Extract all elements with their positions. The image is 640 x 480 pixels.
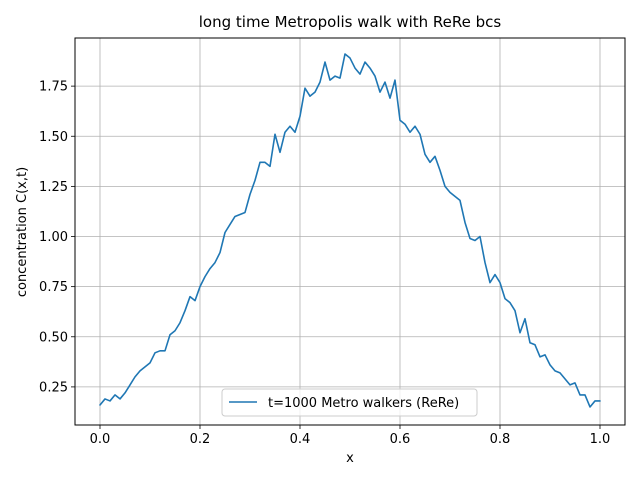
x-tick-label: 1.0 xyxy=(590,432,611,447)
x-tick-label: 0.2 xyxy=(190,432,211,447)
legend-label: t=1000 Metro walkers (ReRe) xyxy=(268,396,459,411)
y-axis-label: concentration C(x,t) xyxy=(15,167,30,297)
y-axis-ticks: 0.25 0.50 0.75 1.00 1.25 1.50 1.75 xyxy=(39,80,75,395)
y-tick-label: 1.00 xyxy=(39,230,68,245)
legend-box xyxy=(221,388,478,417)
y-tick-label: 0.25 xyxy=(39,380,68,395)
y-tick-label: 1.75 xyxy=(39,80,68,95)
y-tick-label: 1.25 xyxy=(39,180,68,195)
series-line xyxy=(99,53,601,408)
y-tick-label: 1.50 xyxy=(39,130,68,145)
chart-title: long time Metropolis walk with ReRe bcs xyxy=(199,13,502,31)
y-tick-label: 0.50 xyxy=(39,330,68,345)
plot-frame xyxy=(74,37,626,426)
grid-lines xyxy=(75,38,625,425)
x-tick-label: 0.0 xyxy=(90,432,111,447)
series-layer xyxy=(99,53,601,408)
x-tick-label: 0.6 xyxy=(390,432,411,447)
x-tick-label: 0.8 xyxy=(490,432,511,447)
x-axis-label: x xyxy=(346,451,354,466)
x-tick-label: 0.4 xyxy=(290,432,311,447)
legend: t=1000 Metro walkers (ReRe) xyxy=(221,388,478,417)
y-tick-label: 0.75 xyxy=(39,280,68,295)
x-axis-ticks: 0.0 0.2 0.4 0.6 0.8 1.0 xyxy=(90,425,611,447)
